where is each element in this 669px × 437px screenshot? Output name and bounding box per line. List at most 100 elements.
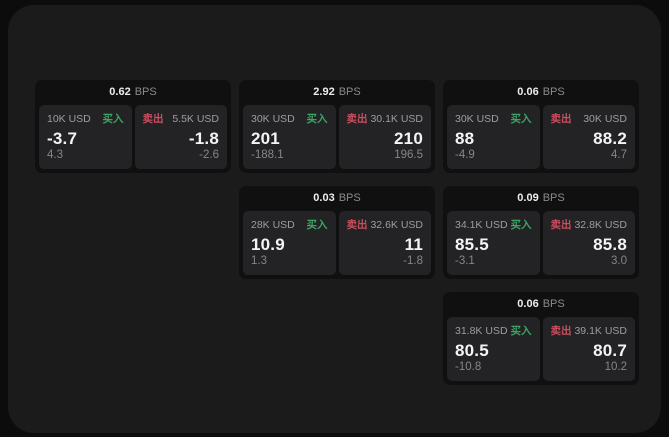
sell-amount: 32.6K USD	[370, 219, 423, 231]
buy-amount: 34.1K USD	[455, 219, 508, 231]
buy-delta: 1.3	[251, 255, 267, 267]
sell-label: 卖出	[550, 325, 572, 337]
buy-delta: 4.3	[47, 149, 63, 161]
sell-label: 卖出	[346, 113, 368, 125]
sell-price: 11	[404, 235, 423, 254]
buy-amount: 30K USD	[455, 113, 499, 125]
bps-unit-label: BPS	[542, 298, 565, 310]
buy-label: 买入	[510, 219, 532, 231]
buy-delta: -4.9	[455, 149, 475, 161]
sell-amount: 30.1K USD	[370, 113, 423, 125]
buy-amount: 30K USD	[251, 113, 295, 125]
sell-panel[interactable]: 卖出 39.1K USD 80.7 10.2	[542, 317, 635, 381]
buy-price: 10.9	[251, 235, 285, 254]
bps-value: 0.06	[517, 86, 539, 98]
sell-price: 85.8	[593, 235, 627, 254]
sell-delta: 196.5	[394, 149, 423, 161]
buy-price: -3.7	[47, 129, 78, 148]
bps-unit-label: BPS	[134, 86, 157, 98]
bps-header: 0.09 BPS	[443, 186, 639, 211]
sell-price: 210	[394, 129, 423, 148]
main-window: 0.62 BPS 10K USD 买入 -3.7 4.3 卖出 5.5K USD	[8, 5, 661, 433]
quote-card: 0.06 BPS 30K USD 买入 88 -4.9 卖出 30K USD	[443, 80, 639, 173]
bps-unit-label: BPS	[338, 192, 361, 204]
buy-label: 买入	[510, 113, 532, 125]
buy-price: 88	[455, 129, 475, 148]
sell-panel-header: 卖出 39.1K USD	[551, 325, 628, 337]
buy-panel[interactable]: 34.1K USD 买入 85.5 -3.1	[447, 211, 540, 275]
sell-price: 88.2	[593, 129, 627, 148]
sell-panel-header: 卖出 30K USD	[551, 113, 628, 125]
quote-card: 0.62 BPS 10K USD 买入 -3.7 4.3 卖出 5.5K USD	[35, 80, 231, 173]
quote-card: 0.03 BPS 28K USD 买入 10.9 1.3 卖出 32.6K US…	[239, 186, 435, 279]
bps-header: 0.62 BPS	[35, 80, 231, 105]
buy-panel-header: 10K USD 买入	[47, 113, 124, 125]
buy-panel-header: 34.1K USD 买入	[455, 219, 532, 231]
buy-delta: -188.1	[251, 149, 284, 161]
buy-panel[interactable]: 31.8K USD 买入 80.5 -10.8	[447, 317, 540, 381]
quote-card-grid: 0.62 BPS 10K USD 买入 -3.7 4.3 卖出 5.5K USD	[35, 80, 639, 385]
buy-label: 买入	[306, 113, 328, 125]
quote-card-body: 10K USD 买入 -3.7 4.3 卖出 5.5K USD -1.8 -2.…	[35, 105, 231, 173]
bps-header: 0.06 BPS	[443, 80, 639, 105]
bps-value: 0.03	[313, 192, 335, 204]
sell-panel[interactable]: 卖出 30.1K USD 210 196.5	[338, 105, 431, 169]
sell-delta: -1.8	[403, 255, 423, 267]
bps-header: 0.06 BPS	[443, 292, 639, 317]
quote-card: 2.92 BPS 30K USD 买入 201 -188.1 卖出 30.1K …	[239, 80, 435, 173]
bps-header: 0.03 BPS	[239, 186, 435, 211]
quote-card-body: 30K USD 买入 201 -188.1 卖出 30.1K USD 210 1…	[239, 105, 435, 173]
buy-label: 买入	[510, 325, 532, 337]
sell-delta: 4.7	[611, 149, 627, 161]
buy-panel[interactable]: 30K USD 买入 88 -4.9	[447, 105, 540, 169]
buy-amount: 31.8K USD	[455, 325, 508, 337]
bps-value: 2.92	[313, 86, 335, 98]
sell-delta: 10.2	[604, 361, 627, 373]
buy-price: 201	[251, 129, 280, 148]
buy-amount: 10K USD	[47, 113, 91, 125]
sell-panel-header: 卖出 5.5K USD	[143, 113, 220, 125]
sell-delta: 3.0	[611, 255, 627, 267]
bps-header: 2.92 BPS	[239, 80, 435, 105]
buy-price: 80.5	[455, 341, 489, 360]
sell-panel-header: 卖出 32.8K USD	[551, 219, 628, 231]
bps-value: 0.09	[517, 192, 539, 204]
buy-panel-header: 31.8K USD 买入	[455, 325, 532, 337]
quote-card: 0.09 BPS 34.1K USD 买入 85.5 -3.1 卖出 32.8K…	[443, 186, 639, 279]
buy-panel[interactable]: 28K USD 买入 10.9 1.3	[243, 211, 336, 275]
quote-card-body: 34.1K USD 买入 85.5 -3.1 卖出 32.8K USD 85.8…	[443, 211, 639, 279]
sell-price: -1.8	[188, 129, 219, 148]
buy-delta: -3.1	[455, 255, 475, 267]
sell-label: 卖出	[346, 219, 368, 231]
buy-label: 买入	[102, 113, 124, 125]
bps-unit-label: BPS	[542, 192, 565, 204]
buy-delta: -10.8	[455, 361, 482, 373]
buy-panel-header: 30K USD 买入	[455, 113, 532, 125]
sell-panel-header: 卖出 32.6K USD	[347, 219, 424, 231]
sell-panel[interactable]: 卖出 32.8K USD 85.8 3.0	[542, 211, 635, 275]
sell-panel[interactable]: 卖出 5.5K USD -1.8 -2.6	[134, 105, 227, 169]
sell-amount: 32.8K USD	[574, 219, 627, 231]
quote-card-body: 30K USD 买入 88 -4.9 卖出 30K USD 88.2 4.7	[443, 105, 639, 173]
quote-card-body: 31.8K USD 买入 80.5 -10.8 卖出 39.1K USD 80.…	[443, 317, 639, 385]
buy-price: 85.5	[455, 235, 489, 254]
bps-value: 0.62	[109, 86, 131, 98]
buy-panel[interactable]: 10K USD 买入 -3.7 4.3	[39, 105, 132, 169]
sell-amount: 30K USD	[583, 113, 627, 125]
buy-amount: 28K USD	[251, 219, 295, 231]
quote-card: 0.06 BPS 31.8K USD 买入 80.5 -10.8 卖出 39.1…	[443, 292, 639, 385]
bps-unit-label: BPS	[338, 86, 361, 98]
sell-label: 卖出	[550, 113, 572, 125]
quote-card-body: 28K USD 买入 10.9 1.3 卖出 32.6K USD 11 -1.8	[239, 211, 435, 279]
sell-label: 卖出	[142, 113, 164, 125]
sell-delta: -2.6	[199, 149, 219, 161]
buy-label: 买入	[306, 219, 328, 231]
sell-label: 卖出	[550, 219, 572, 231]
sell-panel[interactable]: 卖出 30K USD 88.2 4.7	[542, 105, 635, 169]
buy-panel[interactable]: 30K USD 买入 201 -188.1	[243, 105, 336, 169]
sell-panel-header: 卖出 30.1K USD	[347, 113, 424, 125]
bps-unit-label: BPS	[542, 86, 565, 98]
sell-amount: 39.1K USD	[574, 325, 627, 337]
bps-value: 0.06	[517, 298, 539, 310]
sell-panel[interactable]: 卖出 32.6K USD 11 -1.8	[338, 211, 431, 275]
